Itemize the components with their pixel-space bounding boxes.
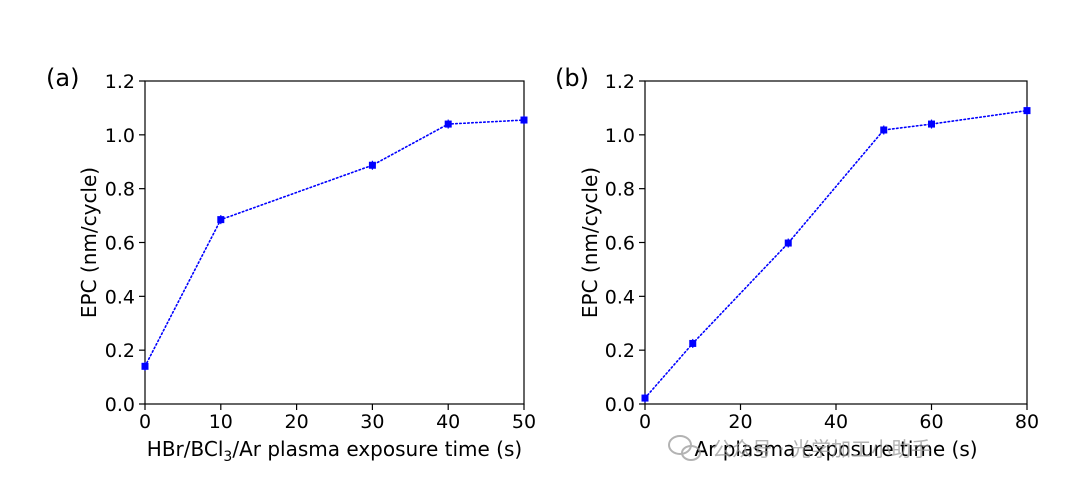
x-axis-label-part: Ar plasma exposure time (s)	[694, 437, 977, 461]
x-axis-label-part: /Ar plasma exposure time (s)	[232, 437, 522, 461]
y-axis-label: EPC (nm/cycle)	[77, 167, 101, 318]
data-point	[928, 120, 935, 128]
x-tick-label: 20	[728, 411, 752, 433]
series-line	[144, 119, 525, 368]
x-axis-label: HBr/BCl3/Ar plasma exposure time (s)	[147, 437, 522, 465]
data-point	[1023, 107, 1031, 115]
y-tick-label: 1.2	[105, 71, 135, 93]
data-point	[368, 161, 376, 169]
x-tick-label: 50	[512, 411, 536, 433]
y-tick-label: 0.8	[605, 179, 635, 201]
y-tick-label: 0.2	[105, 340, 135, 362]
data-point	[141, 362, 149, 370]
panel-a: 0 10 20 30 40 50 0.0 0.2 0.4 0.6 0.8 1.0 1.2 EPC (nm/…	[46, 64, 536, 465]
y-tick-label: 0.4	[605, 286, 635, 308]
y-tick-label: 0.4	[105, 286, 135, 308]
data-point	[689, 339, 697, 347]
y-tick-label: 0.2	[605, 340, 635, 362]
x-tick-label: 60	[919, 411, 943, 433]
x-axis-label-part: HBr/BCl	[147, 437, 224, 461]
plot-frame	[144, 80, 525, 405]
y-tick-label: 0.6	[605, 233, 635, 255]
x-tick-label: 10	[209, 411, 233, 433]
x-tick-label: 20	[285, 411, 309, 433]
data-point	[880, 126, 888, 134]
plot-frame	[644, 80, 1028, 405]
x-tick-label: 0	[639, 411, 651, 433]
x-tick-label: 30	[360, 411, 384, 433]
data-point	[641, 394, 649, 402]
panel-label: (b)	[555, 64, 589, 92]
y-tick-label: 1.0	[605, 125, 635, 147]
y-axis-label: EPC (nm/cycle)	[578, 167, 602, 318]
watermark-text: 公众号 · 光学加工小助手	[712, 437, 931, 461]
y-tick-label: 1.0	[105, 125, 135, 147]
x-tick-label: 0	[139, 411, 151, 433]
panel-b: 0 20 40 60 80 0.0 0.2 0.4 0.6 0.8 1.0 1.2 EPC (nm/cy…	[555, 64, 1039, 461]
y-tick-label: 0.6	[105, 233, 135, 255]
x-tick-label: 80	[1015, 411, 1039, 433]
watermark: 公众号 · 光学加工小助手	[668, 435, 931, 461]
y-tick-label: 0.0	[605, 394, 635, 416]
y-tick-label: 0.8	[105, 179, 135, 201]
x-axis-label: Ar plasma exposure time (s)	[694, 437, 977, 461]
wechat-icon	[668, 435, 701, 461]
data-point	[520, 116, 528, 124]
series-line	[644, 109, 1028, 399]
data-point	[217, 216, 225, 224]
data-point	[784, 239, 792, 247]
x-axis-label-subscript: 3	[223, 449, 232, 465]
y-tick-label: 1.2	[605, 71, 635, 93]
panel-label: (a)	[46, 64, 79, 92]
x-tick-label: 40	[436, 411, 460, 433]
y-tick-label: 0.0	[105, 394, 135, 416]
x-tick-label: 40	[824, 411, 848, 433]
data-point	[444, 120, 452, 128]
